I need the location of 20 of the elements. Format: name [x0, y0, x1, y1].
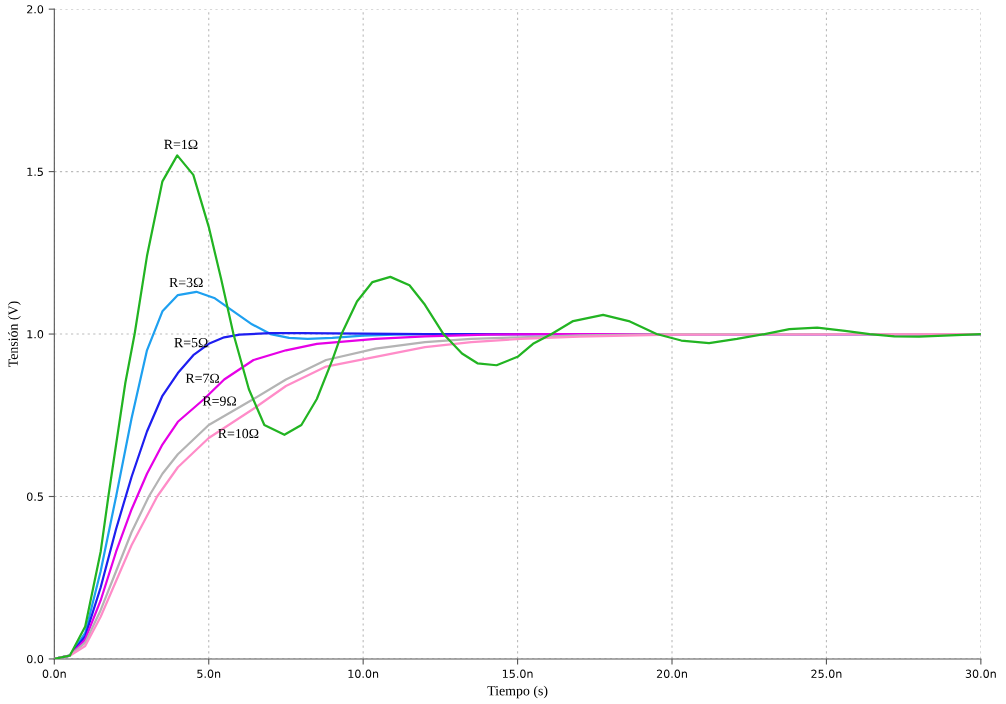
- series-label: R=5Ω: [174, 337, 208, 348]
- x-tick-label: 5.0n: [197, 669, 221, 678]
- series-label: R=10Ω: [218, 428, 259, 439]
- y-tick-label: 1.5: [27, 167, 43, 176]
- series-label: R=7Ω: [185, 373, 220, 383]
- series-label: R=1Ω: [164, 139, 198, 149]
- x-tick-label: 30.0n: [965, 669, 996, 678]
- y-tick-label: 1.0: [27, 330, 44, 339]
- series-label: R=3Ω: [169, 277, 203, 288]
- x-tick-label: 20.0n: [656, 669, 687, 678]
- y-axis-title: Tensión (V): [8, 301, 21, 368]
- series-label: R=9Ω: [202, 396, 237, 406]
- x-tick-label: 0.0n: [42, 669, 66, 678]
- x-axis-title: Tiempo (s): [487, 685, 548, 699]
- y-tick-label: 0.5: [26, 492, 43, 501]
- y-tick-label: 0.0: [26, 654, 44, 664]
- x-tick-label: 25.0n: [811, 669, 842, 678]
- x-tick-label: 10.0n: [348, 669, 379, 678]
- x-tick-label: 15.0n: [502, 669, 533, 678]
- y-tick-label: 2.0: [27, 5, 44, 14]
